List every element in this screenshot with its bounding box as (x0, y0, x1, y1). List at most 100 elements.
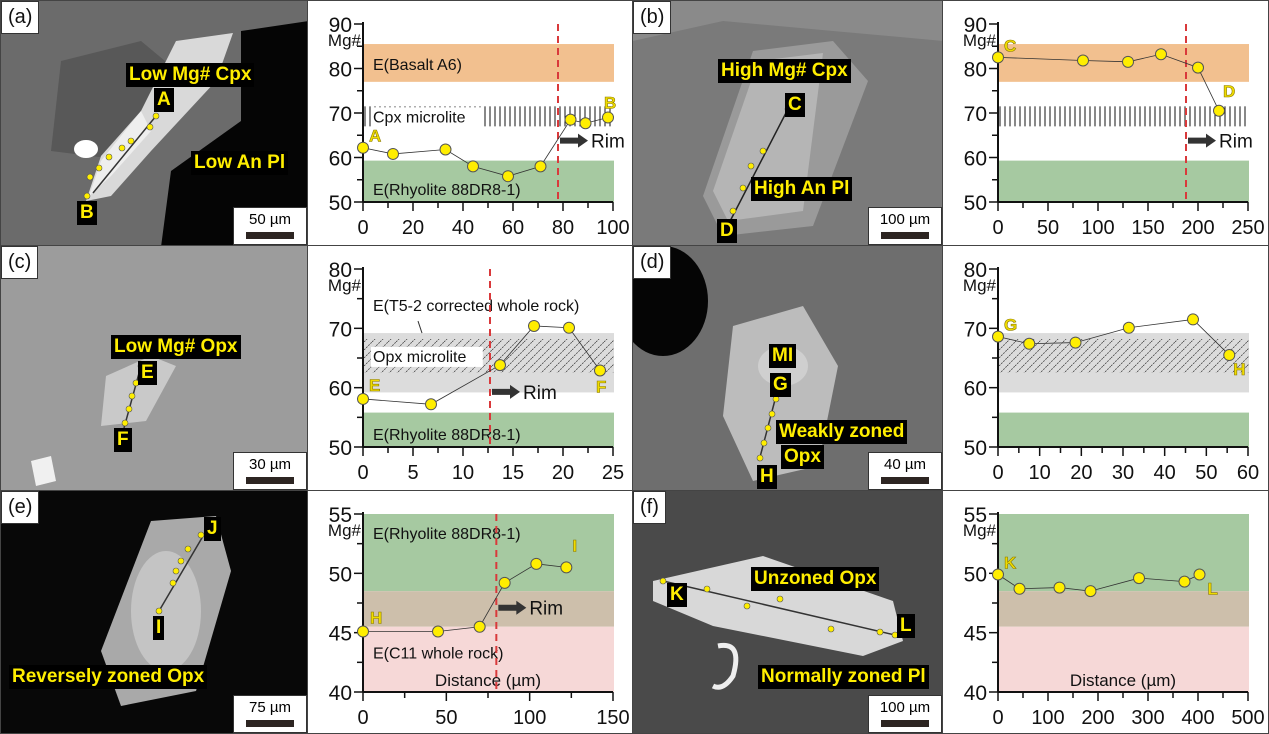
endpoint-label: G (1004, 316, 1017, 335)
y-axis-label: Mg# (963, 276, 997, 295)
scale-bar-text: 50 µm (249, 211, 291, 228)
mg-profile-chart-e: E(Rhyolite 88DR8-1) E(C11 whole rock) 40 45… (307, 490, 633, 734)
scale-bar: 75 µm (233, 695, 307, 733)
y-tick-label: 50 (964, 563, 987, 586)
data-point (1192, 61, 1204, 74)
point-label-a: A (154, 88, 174, 112)
data-point (579, 117, 592, 130)
x-tick-label: 200 (1181, 217, 1214, 239)
point-label-f: F (114, 428, 132, 452)
panel-label-e: (e) (1, 491, 40, 524)
x-tick-label: 20 (552, 462, 574, 484)
data-point (1187, 313, 1199, 326)
crystal-label-2: Opx (781, 445, 824, 469)
data-point (425, 398, 437, 411)
scale-bar: 50 µm (233, 207, 307, 245)
data-point (432, 625, 444, 638)
bse-image-c: (c) Low Mg# Opx E F 30 µm (0, 245, 308, 491)
x-tick-label: 40 (452, 217, 474, 239)
point-label-h: H (757, 465, 777, 489)
rim-label: Rim (523, 383, 557, 404)
band-c11 (999, 626, 1249, 692)
y-tick-label: 45 (964, 623, 987, 646)
point-label-d: D (717, 219, 737, 243)
data-point (528, 319, 540, 332)
x-tick-label: 50 (1195, 462, 1217, 484)
data-point (498, 576, 511, 589)
rim-arrow-icon (560, 133, 588, 148)
y-tick-label: 80 (964, 59, 987, 82)
mg-profile-chart-c: E(T5-2 corrected whole rock) Opx microlit… (307, 245, 633, 491)
y-tick-label: 60 (964, 378, 987, 401)
endpoint-label: C (1004, 36, 1016, 55)
y-tick-label: 45 (329, 623, 352, 646)
band-rhyolite (999, 412, 1249, 447)
point-label-c: C (785, 93, 805, 117)
endpoint-label: E (369, 376, 380, 395)
point-label-e: E (138, 361, 157, 385)
x-tick-label: 200 (1081, 707, 1114, 729)
melt-inclusion-label: MI (769, 344, 797, 368)
data-point (1133, 572, 1145, 585)
data-point (494, 359, 506, 372)
x-tick-label: 150 (596, 707, 629, 729)
data-point (439, 143, 452, 156)
band-label: E(Basalt A6) (373, 57, 462, 74)
data-point (602, 111, 614, 124)
rim-label: Rim (591, 132, 625, 153)
x-tick-label: 15 (502, 462, 524, 484)
plagioclase-label: Low An Pl (191, 151, 289, 175)
data-point (1122, 321, 1135, 334)
bse-image-b: (b) High Mg# Cpx C High An Pl D 100 µm (632, 0, 943, 246)
scale-bar-text: 100 µm (879, 699, 931, 716)
y-tick-label: 60 (329, 148, 352, 171)
data-point (357, 392, 369, 405)
data-point (357, 141, 369, 154)
crystal-label: Unzoned Opx (751, 567, 880, 591)
rim-arrow-icon (1188, 133, 1216, 148)
endpoint-label: H (1233, 360, 1245, 379)
rim-arrow-icon (492, 384, 520, 399)
mg-profile-chart-b: 50 60 70 80 90 0 50 100 150 200 250 Mg# Rim C D (942, 0, 1269, 246)
endpoint-label: K (1004, 554, 1017, 573)
y-axis-label: Mg# (963, 521, 997, 540)
point-label-k: K (667, 583, 687, 607)
band-rhyolite (999, 514, 1249, 592)
x-tick-label: 0 (357, 217, 368, 239)
data-point (560, 561, 573, 574)
data-point (1084, 585, 1097, 598)
y-tick-label: 90 (964, 14, 987, 37)
bse-image-e-graphic (1, 491, 307, 733)
x-axis-label: Distance (µm) (435, 671, 541, 690)
x-axis-label: Distance (µm) (1070, 671, 1176, 690)
x-tick-label: 5 (407, 462, 418, 484)
data-point (563, 321, 575, 334)
data-point (1013, 582, 1026, 595)
bse-image-d: (d) MI G Weakly zoned Opx H 40 µm (632, 245, 943, 491)
x-tick-label: 500 (1231, 707, 1264, 729)
y-tick-label: 70 (964, 103, 987, 126)
endpoint-label: I (572, 536, 577, 555)
y-tick-label: 70 (329, 318, 352, 341)
mg-profile-chart-a: E(Basalt A6) Cpx microlite E(Rhyolite 88DR… (307, 0, 633, 246)
crystal-label: Weakly zoned (776, 420, 908, 444)
data-point (992, 568, 1004, 581)
data-point (1122, 55, 1134, 68)
band-label: Opx microlite (373, 349, 466, 366)
bse-image-f-graphic (633, 491, 942, 733)
band-rhyolite (999, 160, 1249, 202)
data-point (1213, 104, 1225, 117)
point-label-g: G (770, 373, 791, 397)
band-label: E(C11 whole rock) (373, 646, 503, 663)
x-tick-label: 100 (596, 217, 629, 239)
data-point (467, 160, 479, 173)
x-tick-label: 80 (552, 217, 574, 239)
endpoint-label: B (604, 93, 616, 112)
band-label: E(T5-2 corrected whole rock) (373, 298, 579, 315)
x-tick-label: 50 (1037, 217, 1059, 239)
label-background (371, 107, 483, 128)
x-tick-label: 60 (1237, 462, 1259, 484)
x-tick-label: 100 (1031, 707, 1064, 729)
band-basalt (364, 44, 614, 82)
data-point (387, 147, 399, 160)
